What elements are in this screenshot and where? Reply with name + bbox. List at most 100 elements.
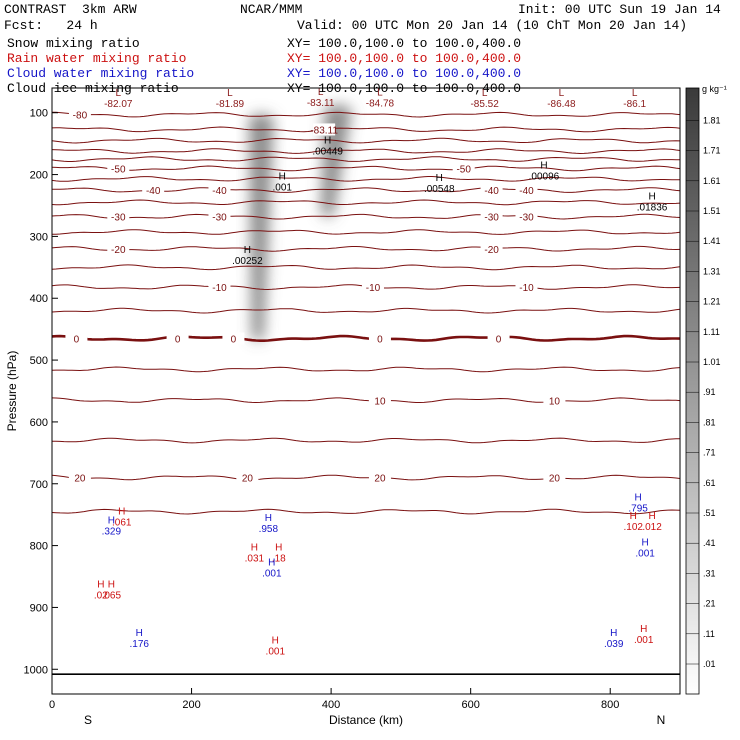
extreme-H: H.00449 [312, 136, 343, 158]
isotherm-label: -80 [73, 111, 88, 122]
forecast-hour: Fcst: 24 h [4, 18, 98, 33]
extreme-marker: L [559, 88, 565, 99]
extreme-L: L-85.52 [470, 88, 499, 110]
colorbar-label: 1.01 [703, 357, 721, 367]
y-tick-label: 500 [30, 355, 48, 367]
isotherm-label-bg [515, 281, 538, 294]
extreme-marker: H [630, 511, 637, 522]
isotherm-label-bg [452, 162, 475, 175]
extreme-value: .102 [624, 522, 644, 533]
extreme-marker: H [118, 507, 125, 518]
isotherm-label: -20 [111, 245, 126, 256]
field-snow-xy: XY= 100.0,100.0 to 100.0,400.0 [287, 36, 522, 51]
extreme-value: .176 [129, 639, 149, 650]
extreme-H: H.031 [245, 543, 265, 565]
field-cloudwater-name: Cloud water mixing ratio [7, 66, 195, 81]
isotherm-label-bg [107, 162, 130, 175]
extreme-marker: H [540, 160, 547, 171]
colorbar-label: 1.71 [703, 146, 721, 156]
y-tick-label: 100 [30, 108, 48, 120]
endpoint-north: N [657, 713, 666, 727]
extreme-marker: H [275, 543, 282, 554]
colorbar: .01 .11 .21 .31 .41 .51 .61 .71 .81 .91 1.01 1.11 1.… [685, 84, 727, 695]
colorbar-label: 1.51 [703, 206, 721, 216]
colorbar-label: .31 [703, 568, 716, 578]
extreme-H: H.958 [259, 513, 279, 535]
colorbar-label: .71 [703, 448, 716, 458]
colorbar-label: 1.81 [703, 115, 721, 125]
extreme-H: H.329 [102, 515, 122, 537]
plot-area: -80 -83.11 -50 -50 -40 -40 -40 -40 -30 -30 -30 -30 -… [52, 87, 680, 676]
isotherm-label-bg [543, 394, 566, 407]
extreme-value: -85.52 [470, 99, 499, 110]
extreme-marker: H [635, 492, 642, 503]
extreme-marker: H [136, 628, 143, 639]
isotherm-label-bg [368, 332, 391, 345]
colorbar-label: .91 [703, 387, 716, 397]
x-tick-label: 800 [601, 699, 619, 711]
isotherm-label-bg [515, 210, 538, 223]
extreme-marker: H [251, 543, 258, 554]
extreme-marker: H [436, 173, 443, 184]
center-label: NCAR/MMM [240, 2, 303, 17]
extreme-value: -86.48 [547, 99, 576, 110]
extreme-L: L-86.48 [547, 88, 576, 110]
model-title: CONTRAST 3km ARW [4, 2, 137, 17]
isotherm-label: -30 [519, 213, 534, 224]
isotherm-label-bg [65, 332, 88, 345]
isotherm--50 [52, 165, 680, 172]
extreme-value: .039 [604, 639, 624, 650]
extreme-value: .001 [635, 549, 655, 560]
extreme-marker: H [640, 624, 647, 635]
extreme-H: H.01836 [637, 191, 668, 213]
extreme-value: .18 [272, 554, 286, 565]
init-time: Init: 00 UTC Sun 19 Jan 14 [518, 2, 721, 17]
endpoint-south: S [84, 713, 92, 727]
extreme-H: H.00252 [232, 245, 263, 267]
extreme-marker: L [116, 88, 122, 99]
isotherm-10 [52, 397, 680, 404]
isotherm-label-bg [166, 332, 189, 345]
isotherm-label: -10 [212, 283, 227, 294]
extreme-L: L-83.11 [307, 87, 335, 109]
isotherm-label-bg [543, 471, 566, 484]
extreme-marker: H [648, 511, 655, 522]
extreme-H: H.02 [94, 580, 108, 602]
isotherm--55 [52, 156, 680, 162]
extreme-value: -84.78 [366, 98, 395, 109]
extreme-value: .001 [634, 635, 654, 646]
extreme-marker: L [482, 88, 488, 99]
plot-frame [51, 87, 681, 695]
extreme-L: L-82.07 [104, 88, 133, 110]
extreme-marker: H [108, 580, 115, 591]
y-tick-label: 200 [30, 170, 48, 182]
colorbar-label: 1.31 [703, 266, 721, 276]
extreme-marker: H [108, 515, 115, 526]
y-axis-label: Pressure (hPa) [5, 351, 19, 432]
colorbar-label: 1.21 [703, 297, 721, 307]
extreme-value: .02 [94, 591, 108, 602]
isotherm-label-bg [208, 210, 231, 223]
isotherm--60 [52, 148, 680, 155]
extreme-value: .031 [245, 554, 265, 565]
extreme-H: H.00548 [424, 173, 455, 195]
isotherm-label-bg [313, 123, 336, 136]
isotherm--30 [52, 213, 680, 220]
extreme-value: .012 [642, 522, 662, 533]
field-snow-name: Snow mixing ratio [7, 36, 140, 51]
colorbar-unit: g kg⁻¹ [702, 84, 727, 94]
extreme-marker: H [97, 580, 104, 591]
extreme-marker: L [318, 87, 324, 98]
extreme-value: .061 [112, 518, 132, 529]
extreme-marker: H [324, 136, 331, 147]
extreme-H: H.001 [635, 538, 655, 560]
colorbar-label: 1.11 [703, 327, 720, 337]
extreme-H: H.001 [266, 635, 286, 657]
isotherm-5 [52, 366, 680, 373]
isotherm-label: 20 [374, 474, 386, 485]
isotherm-label: -40 [212, 186, 227, 197]
extreme-value: .795 [628, 503, 648, 514]
isotherm-label-bg [208, 281, 231, 294]
y-tick-label: 800 [30, 541, 48, 553]
